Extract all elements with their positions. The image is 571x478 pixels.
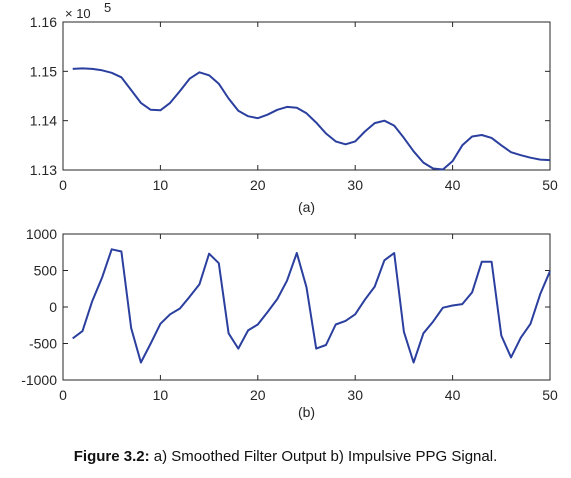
y-tick-label: 1000 [26,226,57,242]
x-tick-label: 10 [153,387,169,403]
x-tick-label: 40 [445,387,461,403]
y-tick-label: 1.13 [30,162,57,178]
x-tick-label: 0 [59,387,67,403]
caption-label: Figure 3.2: [73,448,150,465]
x-tick-label: 50 [542,387,558,403]
chart-a: 0 10 20 30 40 50 1.13 1.14 1.15 1.16 × 10 5 (a) [30,0,558,215]
y-tick-label: 1.15 [30,63,57,79]
axes-box [62,233,551,381]
x-tick-label: 30 [347,387,363,403]
series-line [72,248,551,364]
axes-box [62,21,551,171]
y-tick-label: -1000 [21,372,57,388]
x-tick-label: 20 [250,177,266,193]
series-line [72,67,551,171]
y-tick-label: -500 [29,336,57,352]
subplot-label: (b) [298,404,315,420]
caption-text: a) Smoothed Filter Output b) Impulsive P… [149,448,498,465]
x-tick-label: 0 [59,177,67,193]
axis-exponent-power: 5 [104,0,111,15]
chart-b: 0 10 20 30 40 50 -1000 -500 0 500 1000 (b) [21,226,558,420]
axis-exponent-label: × 10 [65,6,91,21]
x-tick-label: 30 [347,177,363,193]
subplot-label: (a) [298,199,315,215]
y-tick-label: 0 [49,299,57,315]
x-tick-label: 50 [542,177,558,193]
x-tick-label: 10 [153,177,169,193]
x-tick-label: 20 [250,387,266,403]
y-tick-label: 1.14 [30,113,57,129]
y-tick-label: 500 [34,263,58,279]
x-tick-label: 40 [445,177,461,193]
y-tick-label: 1.16 [30,14,57,30]
figure-caption: Figure 3.2: a) Smoothed Filter Output b)… [0,448,571,465]
